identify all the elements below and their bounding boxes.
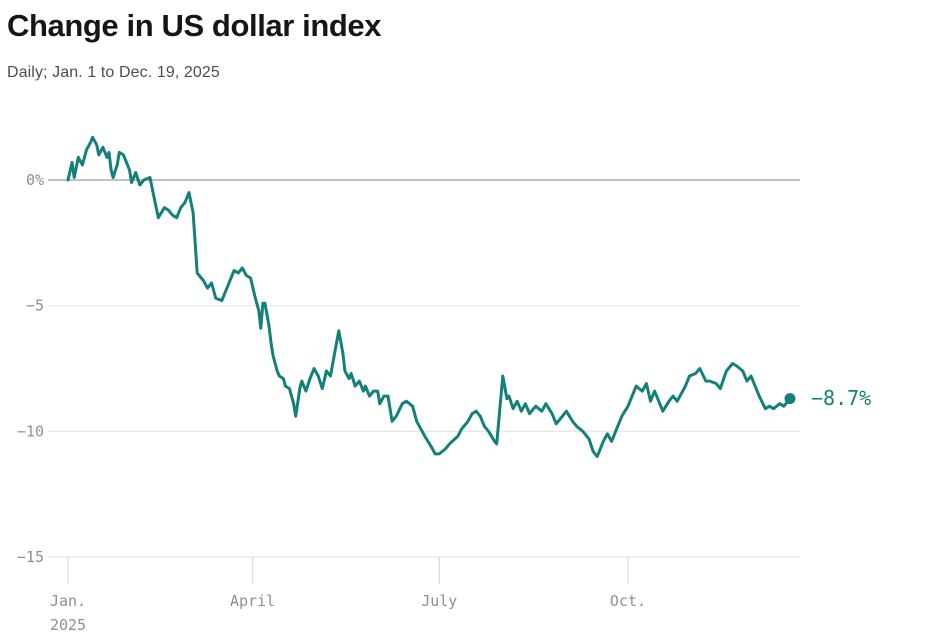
x-axis-tick-label: July [421, 592, 457, 610]
y-axis-tick-label: −5 [26, 297, 44, 315]
x-axis-tick-label: Oct. [610, 592, 646, 610]
x-axis-tick-label: Jan. [50, 592, 86, 610]
end-point-dot [784, 393, 796, 405]
chart-subtitle: Daily; Jan. 1 to Dec. 19, 2025 [7, 64, 220, 81]
last-value-label: −8.7% [811, 385, 872, 410]
y-axis-tick-label: 0% [26, 171, 44, 189]
y-axis-tick-label: −10 [17, 422, 44, 440]
dollar-index-line [66, 135, 792, 458]
x-axis-tick-label: April [230, 592, 275, 610]
y-axis-tick-label: −15 [17, 548, 44, 566]
chart-title: Change in US dollar index [7, 8, 382, 43]
x-axis-year-label: 2025 [50, 616, 86, 634]
